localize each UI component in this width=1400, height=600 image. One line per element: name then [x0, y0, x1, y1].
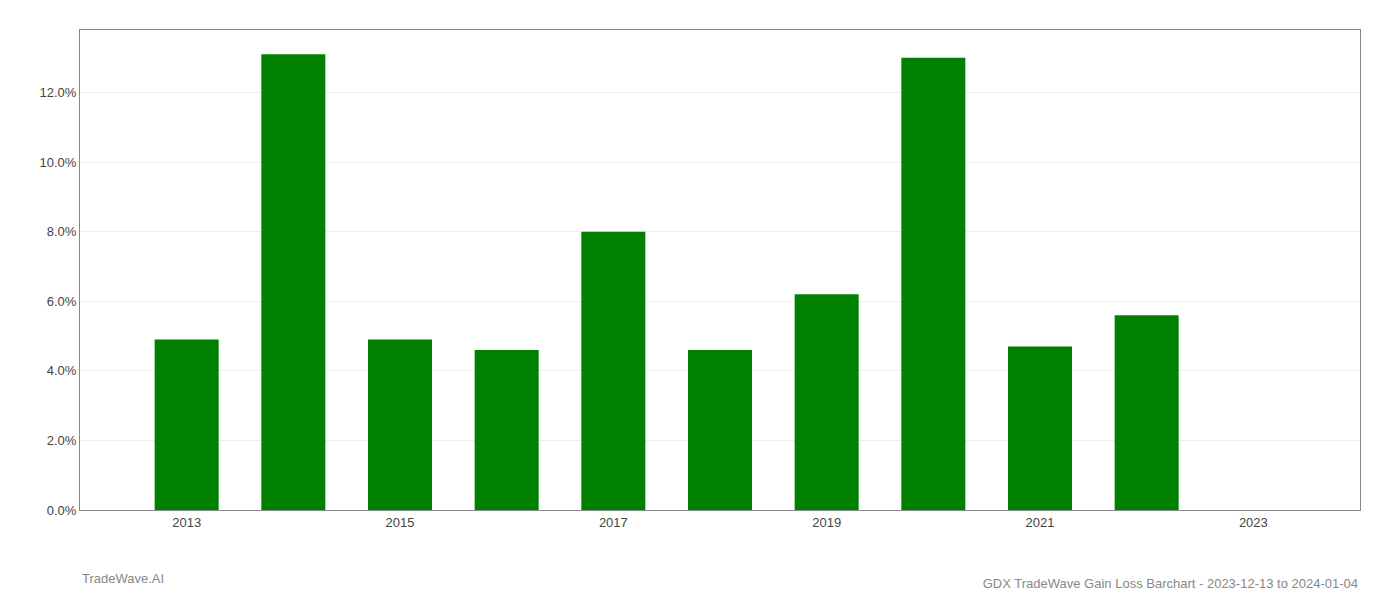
svg-text:2015: 2015	[386, 515, 415, 530]
svg-text:2.0%: 2.0%	[47, 433, 77, 448]
svg-text:10.0%: 10.0%	[40, 155, 77, 170]
svg-text:2019: 2019	[812, 515, 841, 530]
svg-text:0.0%: 0.0%	[47, 503, 77, 518]
svg-text:2017: 2017	[599, 515, 628, 530]
svg-text:GDX TradeWave Gain Loss Barcha: GDX TradeWave Gain Loss Barchart - 2023-…	[983, 576, 1358, 591]
svg-text:8.0%: 8.0%	[47, 224, 77, 239]
svg-text:4.0%: 4.0%	[47, 363, 77, 378]
svg-text:2023: 2023	[1239, 515, 1268, 530]
svg-text:6.0%: 6.0%	[47, 294, 77, 309]
svg-text:TradeWave.AI: TradeWave.AI	[82, 571, 164, 586]
svg-text:12.0%: 12.0%	[40, 85, 77, 100]
svg-text:2013: 2013	[172, 515, 201, 530]
svg-text:2021: 2021	[1026, 515, 1055, 530]
